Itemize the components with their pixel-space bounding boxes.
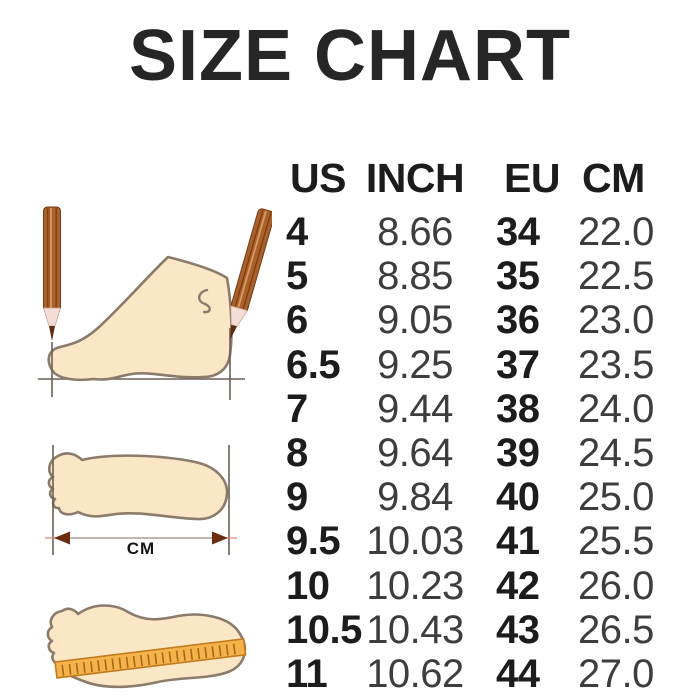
ruler-icon (54, 638, 247, 679)
size-cell-cm: 25.0 (578, 475, 654, 520)
table-row: 10 10.23 42 26.0 (284, 564, 688, 608)
size-cell-inch: 8.85 (377, 254, 453, 299)
size-cell-cm: 24.5 (578, 431, 654, 476)
table-row: 4 8.66 34 22.0 (284, 210, 688, 254)
size-cell-inch: 9.25 (377, 342, 453, 387)
size-cell-inch: 9.64 (377, 431, 453, 476)
size-cell-eu: 36 (496, 298, 540, 343)
size-cell-eu: 34 (496, 210, 540, 255)
size-cell-us: 10.5 (286, 607, 362, 652)
size-cell-cm: 26.0 (578, 563, 654, 608)
size-cell-us: 9 (286, 475, 308, 520)
table-row: 9 9.84 40 25.0 (284, 475, 688, 519)
table-row: 6 9.05 36 23.0 (284, 298, 688, 342)
size-cell-us: 7 (286, 386, 308, 431)
column-header-eu: EU (504, 154, 560, 201)
table-row: 7 9.44 38 24.0 (284, 387, 688, 431)
size-cell-eu: 42 (496, 563, 540, 608)
measure-arrow (45, 531, 237, 545)
pencil-icon (230, 208, 272, 340)
size-cell-inch: 10.03 (366, 519, 464, 564)
size-cell-eu: 41 (496, 519, 540, 564)
column-header-cm: CM (582, 154, 645, 201)
column-header-us: US (290, 154, 346, 201)
table-row: 6.5 9.25 37 23.5 (284, 343, 688, 387)
page-title: SIZE CHART (129, 16, 571, 96)
footprint-ruler-illustration (46, 604, 247, 689)
size-cell-cm: 25.5 (578, 519, 654, 564)
size-cell-inch: 10.23 (366, 563, 464, 608)
size-cell-inch: 9.84 (377, 475, 453, 520)
column-header-inch: INCH (365, 154, 465, 201)
size-cell-us: 10 (286, 563, 330, 608)
size-cell-cm: 26.5 (578, 607, 654, 652)
size-cell-inch: 9.44 (377, 386, 453, 431)
size-cell-inch: 9.05 (377, 298, 453, 343)
size-cell-us: 6.5 (286, 342, 341, 387)
size-cell-eu: 35 (496, 254, 540, 299)
table-row: 8 9.64 39 24.5 (284, 431, 688, 475)
cm-unit-label: CM (127, 539, 155, 558)
size-cell-us: 8 (286, 431, 308, 476)
footprint-shape (47, 452, 229, 521)
size-cell-cm: 27.0 (578, 651, 654, 696)
size-table: US INCH EU CM 4 8.66 34 22.0 5 8.85 35 2… (284, 146, 688, 696)
table-row: 5 8.85 35 22.5 (284, 254, 688, 298)
size-cell-eu: 43 (496, 607, 540, 652)
size-cell-cm: 22.0 (578, 210, 654, 255)
size-cell-eu: 40 (496, 475, 540, 520)
size-cell-us: 6 (286, 298, 308, 343)
size-cell-eu: 44 (496, 651, 540, 696)
size-cell-eu: 38 (496, 386, 540, 431)
size-cell-us: 4 (286, 210, 308, 255)
size-cell-eu: 39 (496, 431, 540, 476)
size-cell-us: 11 (286, 651, 328, 696)
size-cell-us: 5 (286, 254, 308, 299)
table-row: 10.5 10.43 43 26.5 (284, 608, 688, 652)
size-cell-cm: 23.0 (578, 298, 654, 343)
size-cell-us: 9.5 (286, 519, 341, 564)
foot-side-shape (47, 255, 233, 382)
foot-side-measure-illustration (38, 206, 272, 400)
size-cell-inch: 10.43 (366, 607, 464, 652)
size-cell-cm: 23.5 (578, 342, 654, 387)
table-row: 9.5 10.03 41 25.5 (284, 519, 688, 563)
size-cell-inch: 10.62 (366, 651, 464, 696)
table-header-row: US INCH EU CM (284, 146, 688, 210)
size-cell-inch: 8.66 (377, 210, 453, 255)
pencil-icon (42, 206, 62, 341)
footprint-length-illustration: CM (45, 445, 237, 558)
table-row: 11 10.62 44 27.0 (284, 652, 688, 696)
size-cell-eu: 37 (496, 342, 540, 387)
size-cell-cm: 24.0 (578, 386, 654, 431)
size-cell-cm: 22.5 (578, 254, 654, 299)
ankle-bone-mark (198, 288, 211, 314)
